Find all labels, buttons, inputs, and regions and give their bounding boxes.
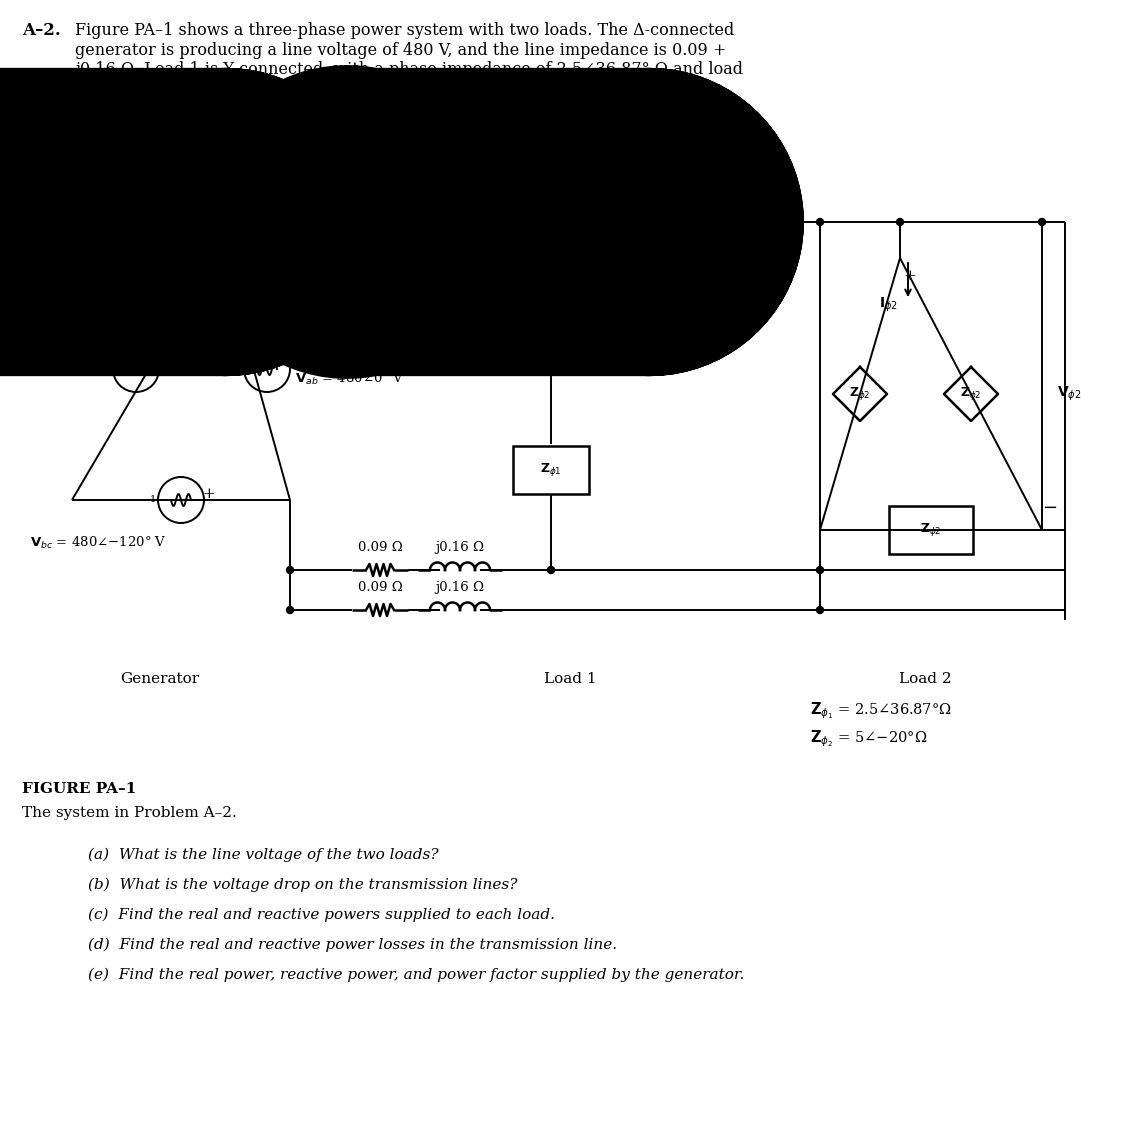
- Text: The system in Problem A–2.: The system in Problem A–2.: [22, 807, 236, 820]
- Text: $\mathbf{Z}_{\phi 1}$: $\mathbf{Z}_{\phi 1}$: [491, 310, 513, 326]
- Circle shape: [498, 344, 505, 351]
- Text: Generator: Generator: [121, 672, 200, 686]
- Text: $\mathbf{Z}_{\phi 1}$: $\mathbf{Z}_{\phi 1}$: [541, 461, 561, 478]
- Circle shape: [217, 219, 224, 225]
- Text: A–2.: A–2.: [22, 22, 61, 39]
- Text: $\mathbf{Z}_{\phi 2}$: $\mathbf{Z}_{\phi 2}$: [921, 522, 941, 539]
- Text: $\mathbf{V}_{bc}$ = 480∠−120° V: $\mathbf{V}_{bc}$ = 480∠−120° V: [30, 535, 166, 551]
- Text: $\mathbf{Z}_{\phi_1}$ = 2.5∠36.87°Ω: $\mathbf{Z}_{\phi_1}$ = 2.5∠36.87°Ω: [810, 700, 952, 721]
- Text: −: −: [544, 311, 559, 329]
- Text: +: +: [203, 487, 216, 501]
- Text: Load 1: Load 1: [544, 672, 596, 686]
- Circle shape: [1039, 219, 1046, 225]
- Circle shape: [287, 606, 294, 613]
- Text: $\mathbf{V}_{\phi 1}$: $\mathbf{V}_{\phi 1}$: [538, 257, 564, 276]
- Text: +: +: [507, 283, 520, 297]
- Text: $\mathbf{I}_{\phi 2}$: $\mathbf{I}_{\phi 2}$: [879, 296, 898, 315]
- Bar: [889, 506, 974, 554]
- Circle shape: [548, 566, 554, 573]
- Circle shape: [816, 566, 823, 573]
- Text: $\mathbf{I}_{\phi 1}$: $\mathbf{I}_{\phi 1}$: [435, 304, 453, 323]
- Text: −: −: [1042, 499, 1057, 517]
- Text: $\mathbf{Z}_{\phi 2}$: $\mathbf{Z}_{\phi 2}$: [960, 386, 982, 403]
- Text: 0.09 Ω: 0.09 Ω: [308, 192, 352, 205]
- Text: j0.16 Ω: j0.16 Ω: [435, 581, 484, 594]
- Text: Load 2: Load 2: [899, 672, 952, 686]
- Text: $\mathbf{Z}_{\phi 2}$: $\mathbf{Z}_{\phi 2}$: [850, 386, 871, 403]
- Text: $\mathbf{V}_{ca}$ = 480∠−240° V: $\mathbf{V}_{ca}$ = 480∠−240° V: [201, 301, 338, 317]
- Text: (c)  Find the real and reactive powers supplied to each load.: (c) Find the real and reactive powers su…: [88, 908, 554, 922]
- Bar: [513, 446, 589, 494]
- Text: j0.16 Ω: j0.16 Ω: [390, 192, 440, 205]
- Circle shape: [597, 344, 604, 351]
- Text: j0.16 Ω: j0.16 Ω: [435, 541, 484, 554]
- Circle shape: [897, 219, 903, 225]
- Text: 0.09 Ω: 0.09 Ω: [358, 541, 403, 554]
- Text: (a)  What is the line voltage of the two loads?: (a) What is the line voltage of the two …: [88, 848, 439, 863]
- Text: (e)  Find the real power, reactive power, and power factor supplied by the gener: (e) Find the real power, reactive power,…: [88, 968, 744, 983]
- Text: $\mathbf{I}_{L2}$: $\mathbf{I}_{L2}$: [645, 185, 665, 204]
- Text: FIGURE PA–1: FIGURE PA–1: [22, 782, 137, 796]
- Text: 1: 1: [150, 495, 156, 505]
- Circle shape: [816, 606, 823, 613]
- Text: $\mathbf{Z}_{\phi 1}$: $\mathbf{Z}_{\phi 1}$: [589, 310, 611, 326]
- Text: $\mathbf{V}_{ab}$ = 480∠0° V: $\mathbf{V}_{ab}$ = 480∠0° V: [295, 371, 404, 387]
- Circle shape: [816, 219, 823, 225]
- Text: Figure PA–1 shows a three-phase power system with two loads. The Δ-connected
gen: Figure PA–1 shows a three-phase power sy…: [75, 22, 743, 97]
- Text: $\mathbf{V}_{\phi 2}$: $\mathbf{V}_{\phi 2}$: [1057, 384, 1081, 403]
- Circle shape: [548, 344, 554, 351]
- Circle shape: [597, 219, 604, 225]
- Text: (b)  What is the voltage drop on the transmission lines?: (b) What is the voltage drop on the tran…: [88, 877, 518, 892]
- Text: $\mathbf{Z}_{\phi_2}$ = 5∠−20°Ω: $\mathbf{Z}_{\phi_2}$ = 5∠−20°Ω: [810, 728, 928, 748]
- Text: 0.09 Ω: 0.09 Ω: [358, 581, 403, 594]
- Text: (d)  Find the real and reactive power losses in the transmission line.: (d) Find the real and reactive power los…: [88, 938, 618, 953]
- Text: $\mathbf{I}_{L1}$: $\mathbf{I}_{L1}$: [222, 185, 241, 204]
- Text: +: +: [903, 269, 916, 283]
- Circle shape: [287, 566, 294, 573]
- Circle shape: [496, 219, 504, 225]
